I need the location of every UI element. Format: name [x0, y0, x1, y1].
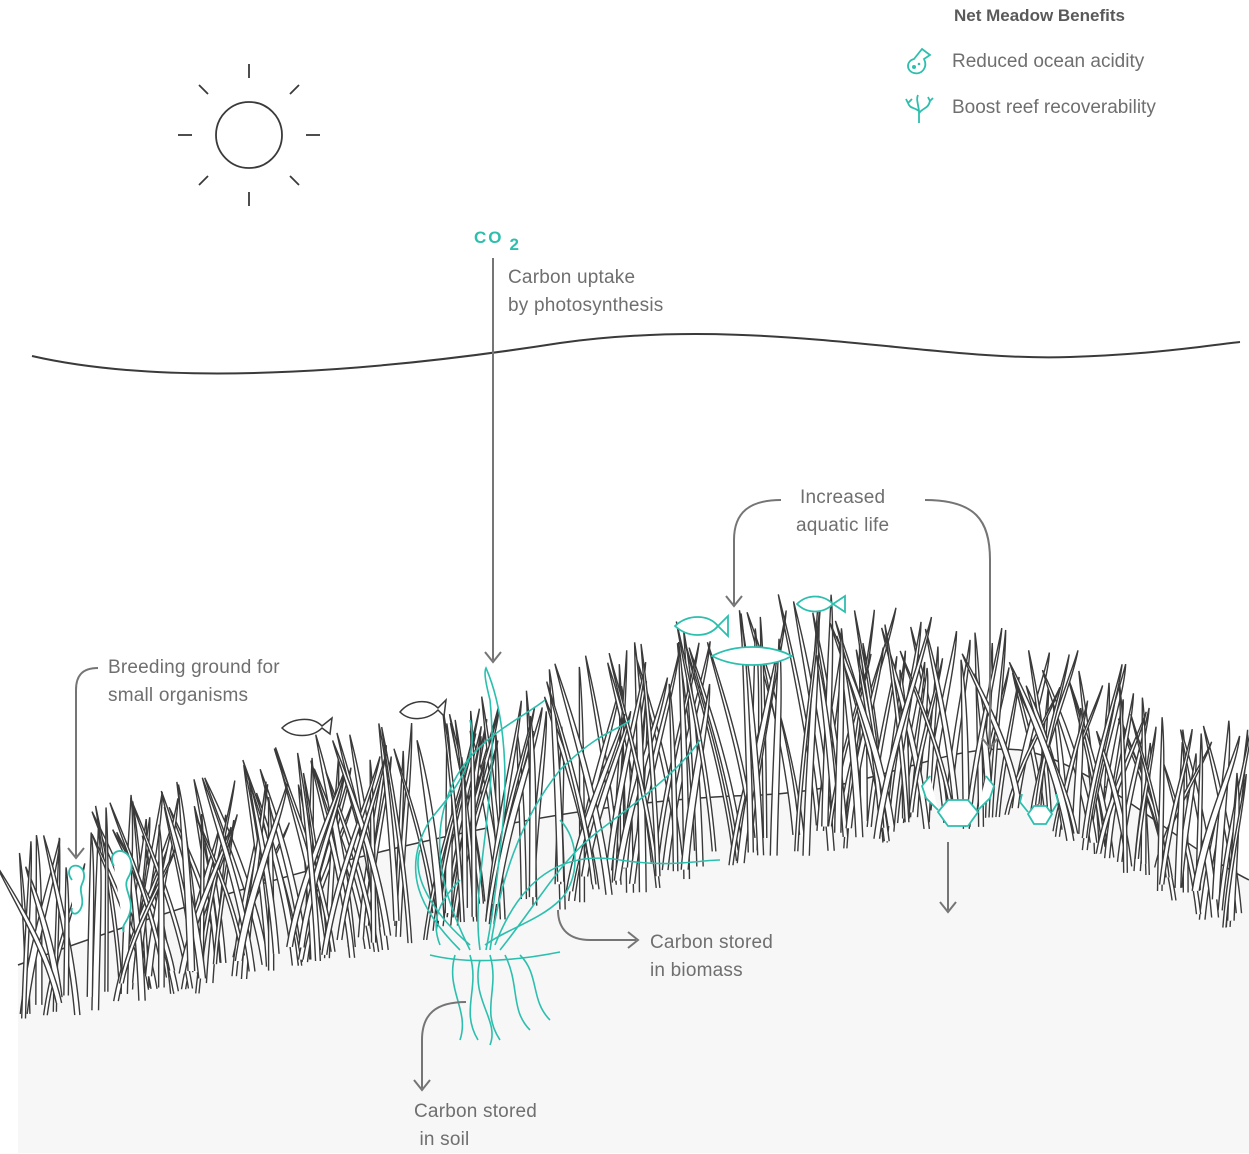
seagrass-blade [286, 768, 346, 948]
coral-icon [905, 94, 934, 123]
seagrass-blade [995, 676, 1020, 818]
co2-main: CO [474, 228, 504, 247]
label-carbon-biomass: Carbon stored in biomass [650, 932, 774, 981]
label-carbon-soil: Carbon stored in soil [414, 1101, 538, 1150]
flask-icon [907, 47, 932, 75]
seagrass-blade [838, 641, 864, 838]
seagrass-blade [829, 623, 895, 827]
seabed [18, 749, 1249, 1153]
seagrass-blade [528, 715, 537, 898]
fish-icon [280, 697, 448, 737]
seagrass-blade [884, 624, 910, 823]
seagrass-blade [608, 652, 661, 889]
sun-icon [178, 64, 320, 206]
legend-item-label: Boost reef recoverability [952, 97, 1156, 118]
seagrass-blade [201, 777, 256, 972]
seagrass-blade [321, 756, 381, 955]
seagrass-blade [683, 640, 738, 861]
water-surface [31, 333, 1241, 375]
seagrass-blade [908, 658, 944, 813]
seagrass-blade [1008, 661, 1075, 841]
seagrass-blade [86, 832, 95, 997]
seagrass-blade [1191, 735, 1241, 892]
co2-subscript: 2 [509, 235, 521, 254]
seagrass-blade [336, 753, 387, 941]
seagrass-blade [460, 757, 469, 908]
crab-icon [920, 775, 1059, 827]
seagrass-blade [0, 869, 63, 1004]
seagrass-blade [740, 613, 755, 853]
seagrass-blade [833, 628, 845, 833]
seagrass-blade [1081, 664, 1123, 839]
seagrass-blade [157, 824, 165, 988]
seagrass-blade [960, 659, 971, 829]
label-carbon-uptake: Carbon uptake by photosynthesis [508, 267, 664, 316]
seagrass-blade [21, 841, 33, 1019]
seagrass-blade [63, 867, 70, 996]
seagrass-blade [961, 653, 1021, 795]
seagrass-blade [1004, 686, 1061, 815]
seagrass-blade [177, 784, 196, 971]
legend-item-label: Reduced ocean acidity [952, 51, 1145, 72]
legend-item-acidity: Reduced ocean acidity [904, 45, 1144, 79]
seagrass-blade [1134, 726, 1157, 859]
seagrass-blade [668, 683, 679, 872]
seagrass-blade [380, 726, 413, 944]
label-aquatic-life: Increased aquatic life [796, 487, 890, 536]
seagrass-blade [331, 740, 392, 936]
seagrass-blade [653, 642, 700, 867]
seagrass-blade [769, 638, 782, 856]
legend-title: Net Meadow Benefits [954, 6, 1125, 25]
seagrass-blade [255, 792, 299, 966]
highlighted-seagrass-plant [414, 666, 721, 1046]
arrows [67, 258, 999, 1092]
seagrass-blade [1222, 773, 1247, 928]
seagrass-blade [378, 723, 400, 921]
seagrass-blade [195, 780, 236, 994]
seagrass-blade [104, 807, 109, 992]
seagrass-blade [1158, 728, 1193, 885]
label-breeding-ground: Breeding ground for small organisms [108, 657, 280, 706]
seahorse-icon [68, 850, 133, 933]
seagrass-blade [94, 805, 123, 984]
co2-label: CO 2 [474, 228, 521, 254]
seagrass-blade [1118, 683, 1129, 873]
seagrass-blade [546, 681, 597, 885]
seagrass-blade [680, 683, 711, 870]
seagrass-blade [24, 866, 63, 998]
seagrass-blade [469, 710, 477, 917]
teal-fish-icon [673, 594, 846, 666]
legend-item-reef: Boost reef recoverability [904, 91, 1156, 125]
seagrass-blade [1156, 717, 1165, 891]
seagrass-blade [296, 752, 322, 962]
seagrass-meadow [0, 594, 1249, 1019]
seagrass-blade [1211, 720, 1231, 900]
seagrass-blade [416, 740, 445, 921]
seagrass-blade [964, 627, 1003, 828]
seagrass-blade [234, 782, 289, 962]
seagrass-blade [675, 621, 717, 852]
seagrass-blade [873, 616, 933, 839]
seagrass-blade [924, 628, 961, 820]
